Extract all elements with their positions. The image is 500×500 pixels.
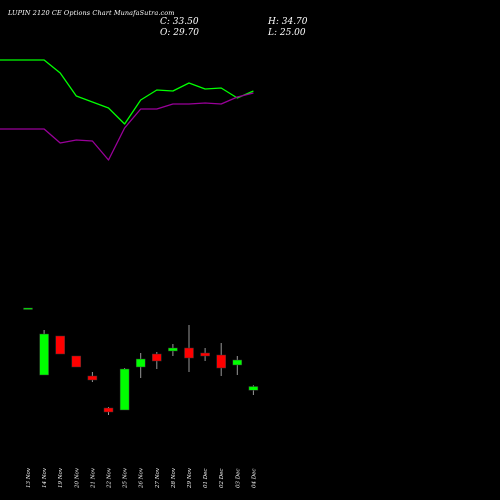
chart-title: LUPIN 2120 CE Options Chart MunafaSutra.… bbox=[8, 9, 175, 17]
candle-body bbox=[135, 358, 146, 368]
x-tick-label: 01 Dec bbox=[203, 469, 209, 489]
x-tick-label: 21 Nov bbox=[90, 467, 96, 489]
upper-band-line bbox=[0, 59, 254, 125]
x-tick-label: 20 Nov bbox=[74, 467, 80, 489]
x-tick-label: 19 Nov bbox=[58, 467, 64, 488]
x-tick-label: 25 Nov bbox=[123, 467, 129, 489]
candle-body bbox=[248, 386, 259, 391]
x-tick-label: 13 Nov bbox=[26, 467, 32, 488]
candle-body bbox=[184, 347, 194, 359]
x-tick-label: 14 Nov bbox=[42, 467, 48, 488]
x-tick-label: 29 Nov bbox=[187, 467, 193, 489]
candle-body bbox=[200, 352, 210, 357]
x-tick-label: 03 Dec bbox=[235, 469, 241, 489]
high-value: H: 34.70 bbox=[268, 17, 308, 27]
candle-body bbox=[39, 333, 49, 376]
candle-body bbox=[55, 335, 65, 355]
candle-body bbox=[87, 375, 98, 381]
candle-body bbox=[71, 355, 82, 368]
open-value: O: 29.70 bbox=[160, 28, 200, 38]
x-tick-label: 28 Nov bbox=[171, 467, 177, 489]
x-tick-label: 27 Nov bbox=[155, 467, 161, 489]
close-value: C: 33.50 bbox=[160, 17, 199, 27]
x-tick-label: 02 Dec bbox=[219, 469, 225, 489]
x-tick-label: 04 Dec bbox=[251, 469, 257, 489]
lower-band-line bbox=[0, 92, 254, 161]
candle-body bbox=[232, 359, 243, 366]
x-tick-label: 22 Nov bbox=[107, 467, 113, 489]
candle-body bbox=[152, 353, 162, 362]
candle-body bbox=[216, 354, 226, 369]
x-tick-label: 26 Nov bbox=[139, 467, 145, 489]
candle-body bbox=[103, 407, 114, 413]
candle-body bbox=[168, 347, 178, 352]
candle-body bbox=[119, 368, 130, 411]
low-value: L: 25.00 bbox=[268, 28, 306, 38]
candle-body bbox=[23, 307, 33, 310]
